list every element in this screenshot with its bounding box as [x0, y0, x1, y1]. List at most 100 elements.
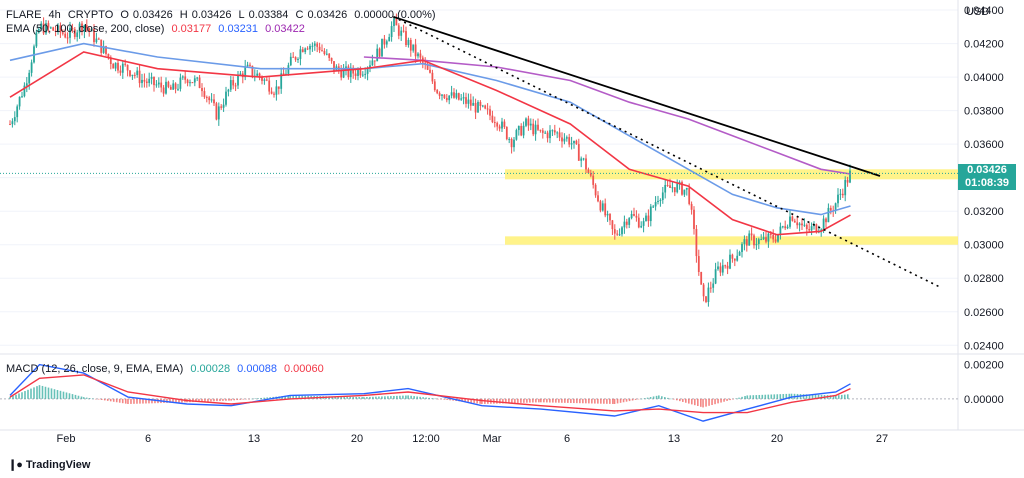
ema-legend[interactable]: EMA (50, 100, close, 200, close) 0.03177…: [6, 22, 309, 36]
candle-body: [522, 125, 525, 136]
macd-histogram-bar: [201, 398, 203, 402]
candle-body: [685, 187, 688, 190]
candle-body: [472, 102, 475, 106]
macd-histogram-bar: [428, 397, 430, 399]
macd-histogram-bar: [369, 396, 371, 399]
candle-body: [467, 99, 470, 104]
candle-body: [57, 25, 59, 32]
candle-body: [49, 27, 52, 29]
candle-body: [208, 97, 211, 101]
candle-body: [558, 132, 561, 138]
candle-body: [657, 200, 659, 203]
candle-body: [553, 130, 556, 133]
macd-histogram-bar: [36, 386, 38, 399]
macd-histogram-bar: [402, 395, 404, 399]
macd-histogram-bar: [33, 387, 35, 399]
candle-body: [222, 104, 225, 108]
macd-histogram-bar: [56, 390, 59, 399]
candle-body: [61, 32, 64, 34]
candle-body: [136, 70, 139, 75]
candle-body: [762, 237, 765, 240]
macd-histogram-bar: [103, 398, 106, 401]
candle-body: [169, 86, 172, 90]
candle-body: [378, 48, 381, 57]
macd-histogram-bar: [746, 395, 749, 399]
macd-legend[interactable]: MACD (12, 26, close, 9, EMA, EMA) 0.0002…: [6, 362, 328, 376]
candle-body: [323, 50, 326, 54]
support-zones[interactable]: [505, 169, 958, 245]
macd-histogram-bar: [514, 398, 516, 404]
macd-histogram-bar: [606, 398, 608, 404]
candle-body: [210, 99, 213, 101]
macd-histogram-bar: [154, 398, 156, 404]
macd-histogram-bar: [661, 396, 663, 399]
macd-histogram-bar: [239, 398, 241, 400]
candle-body: [649, 206, 652, 222]
symbol-legend[interactable]: FLARE 4h CRYPTO O 0.03426 H 0.03426 L 0.033…: [6, 8, 444, 22]
candle-body: [78, 23, 81, 33]
macd-histogram-bar: [416, 396, 418, 399]
candle-body: [265, 79, 268, 81]
macd-histogram-bar: [133, 398, 135, 404]
candle-body: [47, 23, 50, 28]
candle-body: [501, 121, 503, 129]
macd-histogram-bar: [655, 395, 658, 399]
macd-histogram-bar: [805, 394, 808, 399]
macd-histogram-bar: [181, 398, 183, 403]
candle-body: [97, 38, 100, 40]
candle-body: [683, 189, 686, 195]
macd-histogram-bar: [30, 388, 32, 399]
candle-body: [844, 179, 847, 196]
trendlines[interactable]: [393, 15, 940, 288]
macd-histogram-bar: [561, 398, 563, 403]
macd-histogram-bar: [634, 398, 637, 400]
macd-histogram-bar: [41, 385, 44, 399]
candle-body: [412, 44, 415, 51]
macd-histogram-bar: [676, 398, 678, 401]
macd-histogram-bar: [652, 396, 655, 399]
macd-histogram-bar: [287, 395, 289, 399]
candle-body: [717, 266, 719, 270]
macd-histogram-bar: [594, 398, 596, 404]
candle-body: [577, 144, 580, 161]
tradingview-logo[interactable]: ❙● TradingView: [8, 458, 90, 471]
macd-histogram-bar: [361, 397, 363, 399]
candle-body: [381, 38, 383, 57]
candle-body: [126, 64, 129, 71]
macd-signal-line: [9, 374, 851, 414]
candle-body: [359, 69, 362, 76]
macd-histogram-bar: [260, 397, 262, 399]
candle-body: [441, 94, 443, 96]
candle-body: [316, 43, 319, 47]
candle-body: [515, 130, 518, 140]
candle-body: [803, 224, 806, 226]
candle-body: [364, 73, 367, 75]
candle-body: [647, 215, 650, 222]
candle-body: [205, 97, 208, 99]
candle-body: [486, 108, 489, 110]
candle-body: [21, 96, 23, 98]
candle-body: [131, 74, 134, 76]
candle-body: [270, 91, 273, 94]
candle-body: [589, 173, 592, 176]
macd-histogram-bar: [643, 398, 646, 399]
candle-body: [678, 181, 681, 184]
candle-body: [438, 93, 441, 96]
candle-body: [402, 30, 405, 32]
candle-body: [193, 78, 196, 83]
candle-body: [637, 217, 640, 228]
candle-body: [808, 229, 811, 231]
last-price-tag: 0.03426 01:08:39: [958, 164, 1016, 190]
ema50-value: 0.03177: [171, 23, 212, 35]
candle-body: [429, 69, 431, 73]
candle-body: [333, 61, 335, 72]
candle-body: [630, 214, 633, 219]
candle-body: [30, 62, 33, 73]
macd-histogram-bar: [846, 394, 849, 399]
macd-histogram-bar: [673, 398, 675, 400]
candle-body: [407, 39, 410, 46]
macd-histogram-bar: [44, 386, 47, 399]
candle-body: [469, 99, 472, 106]
macd-histogram-bar: [619, 398, 622, 403]
